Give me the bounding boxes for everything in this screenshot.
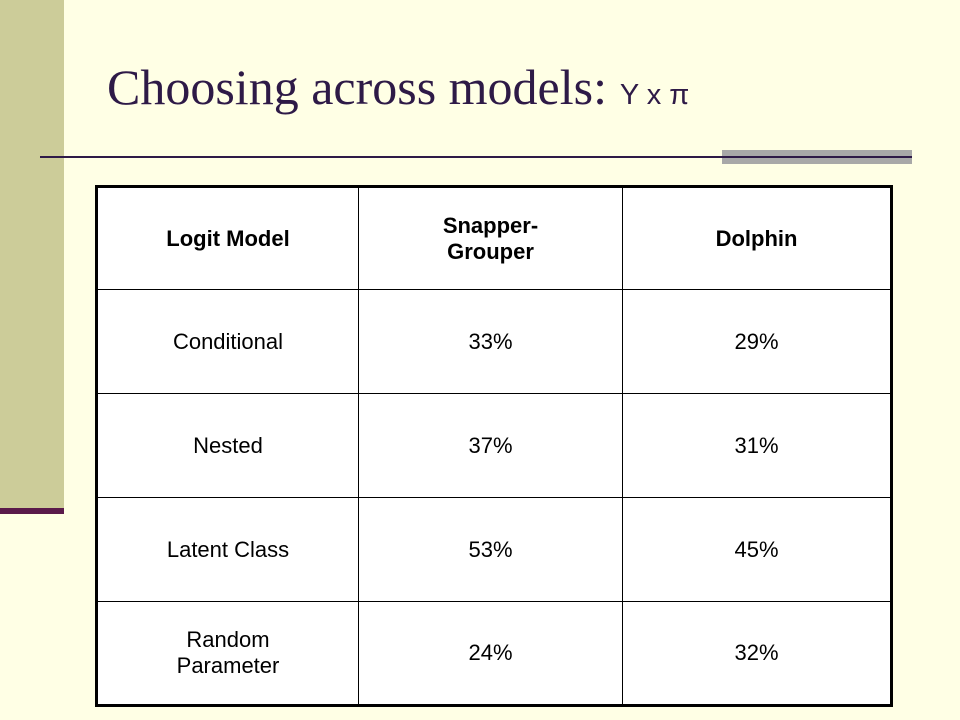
cell-model: Conditional xyxy=(96,289,359,394)
results-table: Logit Model Snapper- Grouper Dolphin Con… xyxy=(95,185,893,707)
cell-snapper-grouper: 37% xyxy=(358,393,623,498)
slide-title-main: Choosing across models: xyxy=(107,59,607,115)
table-row: Nested 37% 31% xyxy=(96,393,892,498)
table-row: Random Parameter 24% 32% xyxy=(96,601,892,706)
cell-dolphin: 45% xyxy=(622,497,892,602)
cell-model: Random Parameter xyxy=(96,601,359,706)
title-divider-accent xyxy=(722,150,912,164)
cell-snapper-grouper: 33% xyxy=(358,289,623,394)
cell-dolphin: 32% xyxy=(622,601,892,706)
title-divider xyxy=(40,156,910,158)
sidebar-band xyxy=(0,0,64,510)
header-logit-model: Logit Model xyxy=(96,186,359,290)
slide-title: Choosing across models: Y x π xyxy=(107,62,689,112)
cell-snapper-grouper: 53% xyxy=(358,497,623,602)
header-dolphin: Dolphin xyxy=(622,186,892,290)
cell-dolphin: 31% xyxy=(622,393,892,498)
sidebar-accent-line xyxy=(0,508,64,514)
cell-dolphin: 29% xyxy=(622,289,892,394)
slide-title-symbol: Y x π xyxy=(619,79,690,111)
table-row: Conditional 33% 29% xyxy=(96,289,892,394)
table-header-row: Logit Model Snapper- Grouper Dolphin xyxy=(96,186,892,290)
cell-snapper-grouper: 24% xyxy=(358,601,623,706)
cell-model: Nested xyxy=(96,393,359,498)
table-row: Latent Class 53% 45% xyxy=(96,497,892,602)
header-snapper-grouper: Snapper- Grouper xyxy=(358,186,623,290)
cell-model: Latent Class xyxy=(96,497,359,602)
